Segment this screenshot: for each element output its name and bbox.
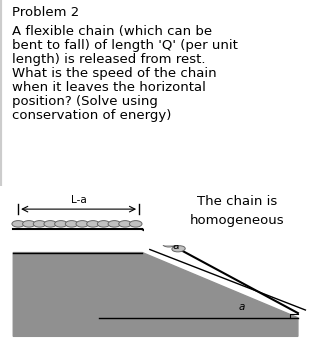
Text: The chain is
homogeneous: The chain is homogeneous xyxy=(189,195,284,227)
Text: when it leaves the horizontal: when it leaves the horizontal xyxy=(12,81,206,94)
Ellipse shape xyxy=(97,221,110,227)
Ellipse shape xyxy=(33,221,46,227)
Ellipse shape xyxy=(23,221,35,227)
Text: Problem 2: Problem 2 xyxy=(12,5,79,18)
Text: position? (Solve using: position? (Solve using xyxy=(12,95,158,108)
Text: A flexible chain (which can be: A flexible chain (which can be xyxy=(12,25,212,38)
Ellipse shape xyxy=(154,236,167,242)
Ellipse shape xyxy=(44,221,57,227)
Ellipse shape xyxy=(119,221,131,227)
Bar xyxy=(144,189,329,245)
Text: a: a xyxy=(238,301,245,312)
Ellipse shape xyxy=(172,246,185,252)
Text: conservation of energy): conservation of energy) xyxy=(12,109,171,122)
Text: length) is released from rest.: length) is released from rest. xyxy=(12,53,205,66)
Ellipse shape xyxy=(87,221,99,227)
Ellipse shape xyxy=(145,231,158,237)
Ellipse shape xyxy=(55,221,67,227)
Text: L-a: L-a xyxy=(71,195,86,205)
Ellipse shape xyxy=(12,221,24,227)
Ellipse shape xyxy=(65,221,78,227)
Polygon shape xyxy=(13,253,298,336)
Ellipse shape xyxy=(76,221,89,227)
Text: What is the speed of the chain: What is the speed of the chain xyxy=(12,67,216,80)
Text: bent to fall) of length 'Q' (per unit: bent to fall) of length 'Q' (per unit xyxy=(12,39,237,52)
Ellipse shape xyxy=(163,241,176,247)
Text: a: a xyxy=(172,241,178,251)
Ellipse shape xyxy=(108,221,120,227)
Ellipse shape xyxy=(129,221,142,227)
